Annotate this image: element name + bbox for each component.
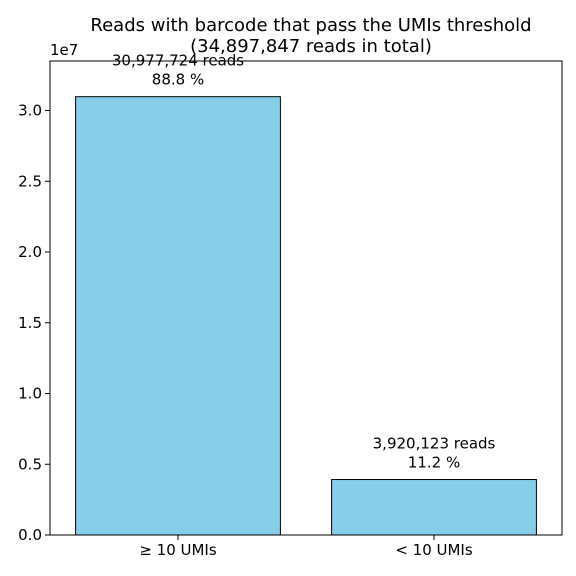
bar-annotation-percent: 88.8 % — [152, 71, 204, 89]
y-tick-label: 1.5 — [18, 314, 42, 332]
bar-annotation-reads: 3,920,123 reads — [373, 435, 496, 453]
x-tick-label: < 10 UMIs — [395, 541, 473, 559]
y-tick-label: 2.5 — [18, 172, 42, 190]
chart-subtitle: (34,897,847 reads in total) — [190, 36, 432, 57]
x-axis-ticks: ≥ 10 UMIs < 10 UMIs — [139, 535, 473, 559]
x-tick-label: ≥ 10 UMIs — [139, 541, 217, 559]
y-axis-ticks: 0.0 0.5 1.0 1.5 2.0 2.5 3.0 — [18, 102, 50, 544]
plot-frame — [49, 60, 563, 536]
y-tick-label: 0.5 — [18, 455, 42, 473]
bar-annotation-percent: 11.2 % — [408, 454, 460, 472]
y-tick-label: 0.0 — [18, 526, 42, 544]
bar-1 — [331, 479, 537, 536]
y-tick-label: 3.0 — [18, 102, 42, 120]
y-tick-label: 2.0 — [18, 243, 42, 261]
chart-title: Reads with barcode that pass the UMIs th… — [90, 15, 531, 36]
bar-0 — [75, 96, 281, 536]
bars-layer — [75, 96, 537, 536]
y-axis-scale-label: 1e7 — [50, 41, 78, 59]
y-tick-label: 1.0 — [18, 385, 42, 403]
